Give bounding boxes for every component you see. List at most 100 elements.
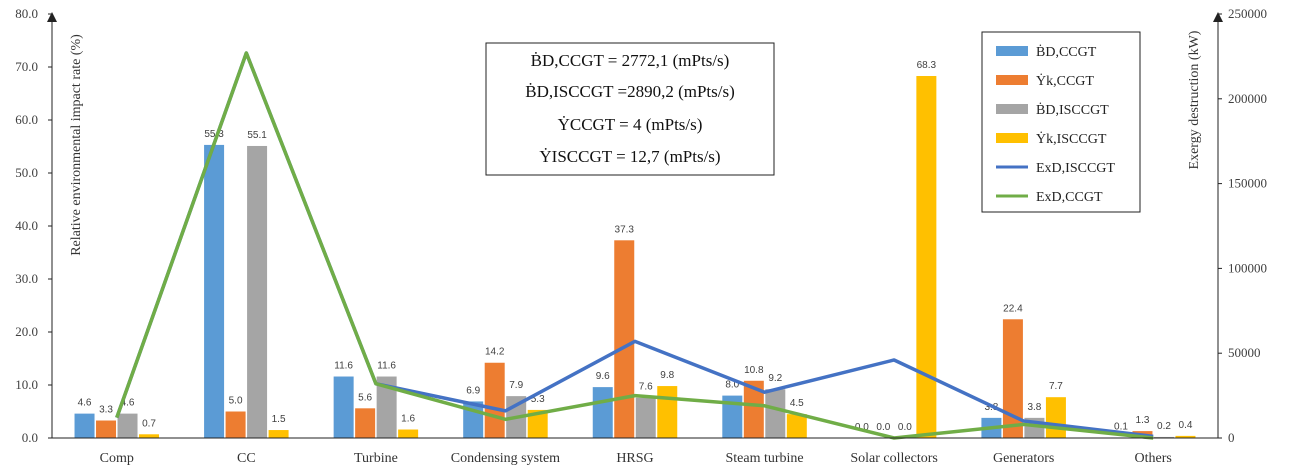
legend-label: ExD,CCGT <box>1036 190 1103 205</box>
bar <box>657 386 678 438</box>
data-label: 55.1 <box>247 130 267 141</box>
data-label: 7.9 <box>509 380 523 391</box>
bar <box>139 434 160 438</box>
data-label: 4.6 <box>121 398 135 409</box>
y-tick-label: 80.0 <box>15 6 38 21</box>
data-label: 0.2 <box>1157 421 1171 432</box>
annotation-line: ẎISCCGT = 12,7 (mPts/s) <box>539 147 720 166</box>
x-category-label: Generators <box>993 451 1054 466</box>
data-label: 0.1 <box>1114 421 1128 432</box>
legend: ḂD,CCGT Ẏk,CCGT ḂD,ISCCGT Ẏk,ISCCGT ExD,ISCC… <box>981 31 1141 213</box>
data-label: 22.4 <box>1003 303 1023 314</box>
legend-swatch <box>996 104 1028 114</box>
y2-tick-label: 50000 <box>1228 345 1261 360</box>
legend-border <box>981 31 1141 213</box>
y-tick-label: 70.0 <box>15 59 38 74</box>
data-label: 10.8 <box>744 365 764 376</box>
bar <box>484 362 505 438</box>
bar <box>786 414 807 438</box>
y-tick-labels-right: 0 50000 100000 150000 200000 250000 <box>1218 6 1267 445</box>
x-category-label: Turbine <box>354 451 398 466</box>
data-label: 5.3 <box>531 394 545 405</box>
data-label: 1.3 <box>1136 415 1150 426</box>
bar <box>743 380 764 438</box>
y-tick-labels-left: 0.0 10.0 20.0 30.0 40.0 50.0 60.0 70.0 80.0 <box>15 6 52 445</box>
y2-tick-label: 250000 <box>1228 6 1267 21</box>
bar <box>333 376 354 438</box>
y-axis-left-arrow <box>47 12 57 22</box>
data-label: 11.6 <box>377 361 396 372</box>
legend-label: Ẏk,ISCCGT <box>1036 131 1107 147</box>
data-label: 0.7 <box>142 418 156 429</box>
y2-tick-label: 200000 <box>1228 91 1267 106</box>
data-label: 6.9 <box>466 385 480 396</box>
y-tick-label: 0.0 <box>22 430 38 445</box>
data-label: 3.3 <box>99 405 113 416</box>
legend-swatch <box>996 75 1028 85</box>
y-tick-label: 20.0 <box>15 324 38 339</box>
data-label: 3.8 <box>1027 402 1041 413</box>
data-label: 0.4 <box>1179 420 1193 431</box>
bar <box>96 420 117 438</box>
bar <box>1175 435 1196 438</box>
data-label: 5.0 <box>229 396 243 407</box>
x-category-label: Steam turbine <box>725 451 803 466</box>
y-axis-right-arrow <box>1213 12 1223 22</box>
data-label: 11.6 <box>334 361 353 372</box>
y-tick-label: 10.0 <box>15 377 38 392</box>
y2-axis-title: Exergy destruction (kW) <box>1187 30 1202 169</box>
data-label: 37.3 <box>615 224 635 235</box>
bar <box>117 413 138 438</box>
annotation-line: ḂD,CCGT = 2772,1 (mPts/s) <box>531 51 730 70</box>
bar <box>527 409 548 438</box>
bar <box>592 387 613 438</box>
data-label-group: 4.6 3.3 4.6 0.7 55.3 5.0 55.1 1.5 11.6 5.6 11.6 1.6… <box>78 60 1193 433</box>
bar <box>376 376 397 438</box>
data-label: 7.6 <box>639 382 653 393</box>
data-label: 4.6 <box>78 398 92 409</box>
annotation-line: ḂD,ISCCGT =2890,2 (mPts/s) <box>525 82 735 101</box>
data-label: 9.2 <box>768 373 782 384</box>
y-tick-label: 50.0 <box>15 165 38 180</box>
x-category-label: Condensing system <box>451 451 560 466</box>
legend-label: ḂD,CCGT <box>1036 44 1097 60</box>
data-label: 68.3 <box>917 60 937 71</box>
bar <box>355 408 376 438</box>
data-label: 4.5 <box>790 398 804 409</box>
line-group <box>115 51 1154 440</box>
bar <box>765 389 786 438</box>
bar <box>614 240 635 438</box>
bar <box>916 76 937 438</box>
legend-swatch <box>996 133 1028 143</box>
data-label: 14.2 <box>485 347 505 358</box>
annotation-line: ẎCCGT = 4 (mPts/s) <box>558 115 703 134</box>
data-label: 5.6 <box>358 392 372 403</box>
legend-swatch <box>996 46 1028 56</box>
y2-tick-label: 0 <box>1228 430 1235 445</box>
data-label: 7.7 <box>1049 381 1063 392</box>
data-label: 9.6 <box>596 371 610 382</box>
bar <box>268 430 289 438</box>
bar-group <box>74 76 1196 438</box>
x-category-label: Solar collectors <box>850 451 937 466</box>
bar <box>74 413 95 438</box>
x-category-label: CC <box>237 451 256 466</box>
bar <box>1002 319 1023 438</box>
data-label: 55.3 <box>204 129 224 140</box>
bar <box>204 144 225 438</box>
bar <box>398 429 419 438</box>
bar <box>247 145 268 438</box>
y-tick-label: 60.0 <box>15 112 38 127</box>
series-line <box>115 51 1154 440</box>
data-label: 0.0 <box>898 422 912 433</box>
bar <box>1045 397 1066 438</box>
bar <box>722 395 743 438</box>
bar <box>635 397 656 438</box>
data-label: 8.0 <box>725 380 739 391</box>
data-label: 9.8 <box>660 370 674 381</box>
legend-label: ḂD,ISCCGT <box>1036 102 1109 118</box>
x-category-labels: Comp CC Turbine Condensing system HRSG Steam … <box>100 451 1172 466</box>
x-category-label: Comp <box>100 451 134 466</box>
data-label: 0.0 <box>876 422 890 433</box>
